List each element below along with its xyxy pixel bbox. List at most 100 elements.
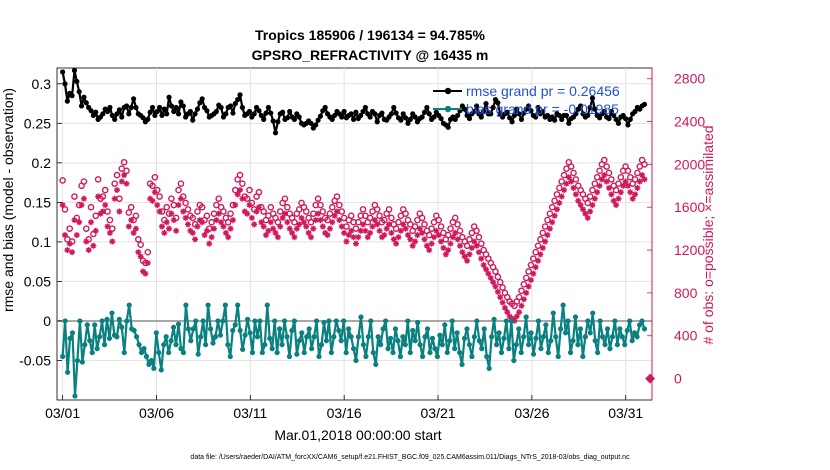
obs-possible-point — [518, 287, 525, 295]
obs-assimilated-point — [303, 223, 310, 230]
bias-point — [178, 346, 184, 352]
rmse-point — [452, 116, 458, 122]
rmse-point — [149, 104, 156, 111]
bias-point — [89, 349, 95, 356]
bias-point — [166, 349, 172, 356]
rmse-point — [145, 116, 151, 122]
bias-point — [200, 318, 206, 324]
obs-possible-point — [336, 201, 343, 209]
rmse-point — [438, 115, 444, 122]
obs-assimilated-point — [395, 234, 402, 241]
obs-assimilated-point — [329, 219, 336, 226]
bias-point — [521, 334, 527, 340]
bias-point — [311, 334, 317, 340]
bias-point — [355, 334, 362, 340]
bias-point — [299, 330, 305, 336]
obs-assimilated-point — [442, 251, 449, 258]
bias-point — [321, 319, 327, 326]
rmse-point — [133, 104, 139, 111]
obs-possible-point — [527, 261, 535, 269]
bias-point — [318, 342, 325, 348]
bias-point — [545, 349, 551, 356]
bias-point — [67, 335, 73, 341]
obs-assimilated-point — [118, 178, 125, 185]
obs-assimilated-point — [213, 217, 220, 224]
obs-possible-point — [366, 214, 374, 222]
obs-assimilated-point — [537, 251, 544, 258]
bias-point — [64, 369, 71, 375]
rmse-point — [168, 103, 175, 109]
obs-assimilated-point — [627, 189, 634, 196]
obs-assimilated-point — [494, 288, 501, 295]
obs-assimilated-point — [61, 232, 68, 239]
bias-point — [254, 334, 261, 340]
bias-point — [279, 342, 285, 348]
obs-assimilated-point — [601, 172, 608, 179]
obs-assimilated-point — [636, 178, 643, 185]
bias-point — [158, 367, 164, 373]
obs-possible-point — [591, 180, 599, 187]
obs-possible-point — [492, 268, 499, 275]
bias-point — [607, 346, 613, 352]
obs-possible-point — [177, 180, 185, 187]
obs-possible-point — [456, 227, 464, 235]
obs-assimilated-point — [523, 289, 530, 296]
bias-point — [444, 349, 450, 356]
rmse-point — [130, 96, 137, 102]
rmse-point — [632, 108, 638, 115]
obs-assimilated-point — [97, 210, 104, 217]
obs-possible-point — [184, 206, 192, 213]
obs-possible-point — [466, 236, 473, 243]
obs-assimilated-point — [260, 223, 267, 230]
obs-assimilated-point — [331, 212, 338, 219]
obs-assimilated-point — [454, 236, 461, 243]
obs-assimilated-point — [360, 221, 367, 228]
obs-possible-point — [94, 176, 102, 183]
rmse-point — [521, 110, 527, 116]
obs-possible-point — [203, 212, 211, 220]
rmse-point — [313, 122, 319, 128]
bias-point — [175, 321, 182, 327]
obs-assimilated-point — [140, 268, 147, 275]
obs-assimilated-point — [135, 249, 142, 256]
obs-possible-point — [215, 195, 223, 202]
rmse-point — [128, 104, 134, 111]
obs-assimilated-point — [518, 302, 525, 309]
bias-point — [474, 318, 480, 324]
obs-possible-point — [120, 158, 128, 166]
y-tick-label: -0.05 — [19, 352, 51, 368]
obs-assimilated-point — [168, 210, 175, 217]
obs-assimilated-point — [215, 210, 222, 217]
rmse-point — [615, 120, 622, 126]
obs-assimilated-point — [480, 262, 487, 269]
y2-tick-label: 2000 — [674, 156, 705, 172]
obs-assimilated-point — [530, 270, 537, 277]
rmse-point — [192, 111, 198, 117]
legend-rmse-label: rmse grand pr = 0.26456 — [466, 83, 620, 99]
bias-point — [230, 327, 236, 334]
obs-assimilated-point — [284, 219, 291, 226]
bias-point — [161, 342, 167, 348]
obs-possible-point — [425, 231, 433, 239]
rmse-point — [166, 94, 172, 100]
bias-point — [585, 318, 591, 324]
bias-point — [249, 349, 256, 356]
obs-assimilated-point — [542, 238, 549, 245]
bias-point — [190, 326, 196, 332]
rmse-point — [473, 103, 480, 109]
bias-point — [493, 342, 500, 348]
obs-possible-point — [376, 212, 383, 220]
obs-assimilated-point — [291, 234, 298, 241]
obs-possible-point — [560, 171, 568, 179]
obs-assimilated-point — [151, 189, 158, 196]
rmse-point — [272, 130, 279, 136]
rmse-point — [60, 69, 66, 75]
obs-assimilated-point — [421, 236, 428, 243]
bias-point — [210, 340, 216, 346]
rmse-point — [426, 111, 432, 117]
obs-possible-point — [106, 216, 114, 224]
rmse-point — [627, 116, 633, 122]
rmse-point — [514, 106, 520, 112]
bias-point — [328, 349, 334, 356]
obs-assimilated-point — [144, 259, 151, 266]
